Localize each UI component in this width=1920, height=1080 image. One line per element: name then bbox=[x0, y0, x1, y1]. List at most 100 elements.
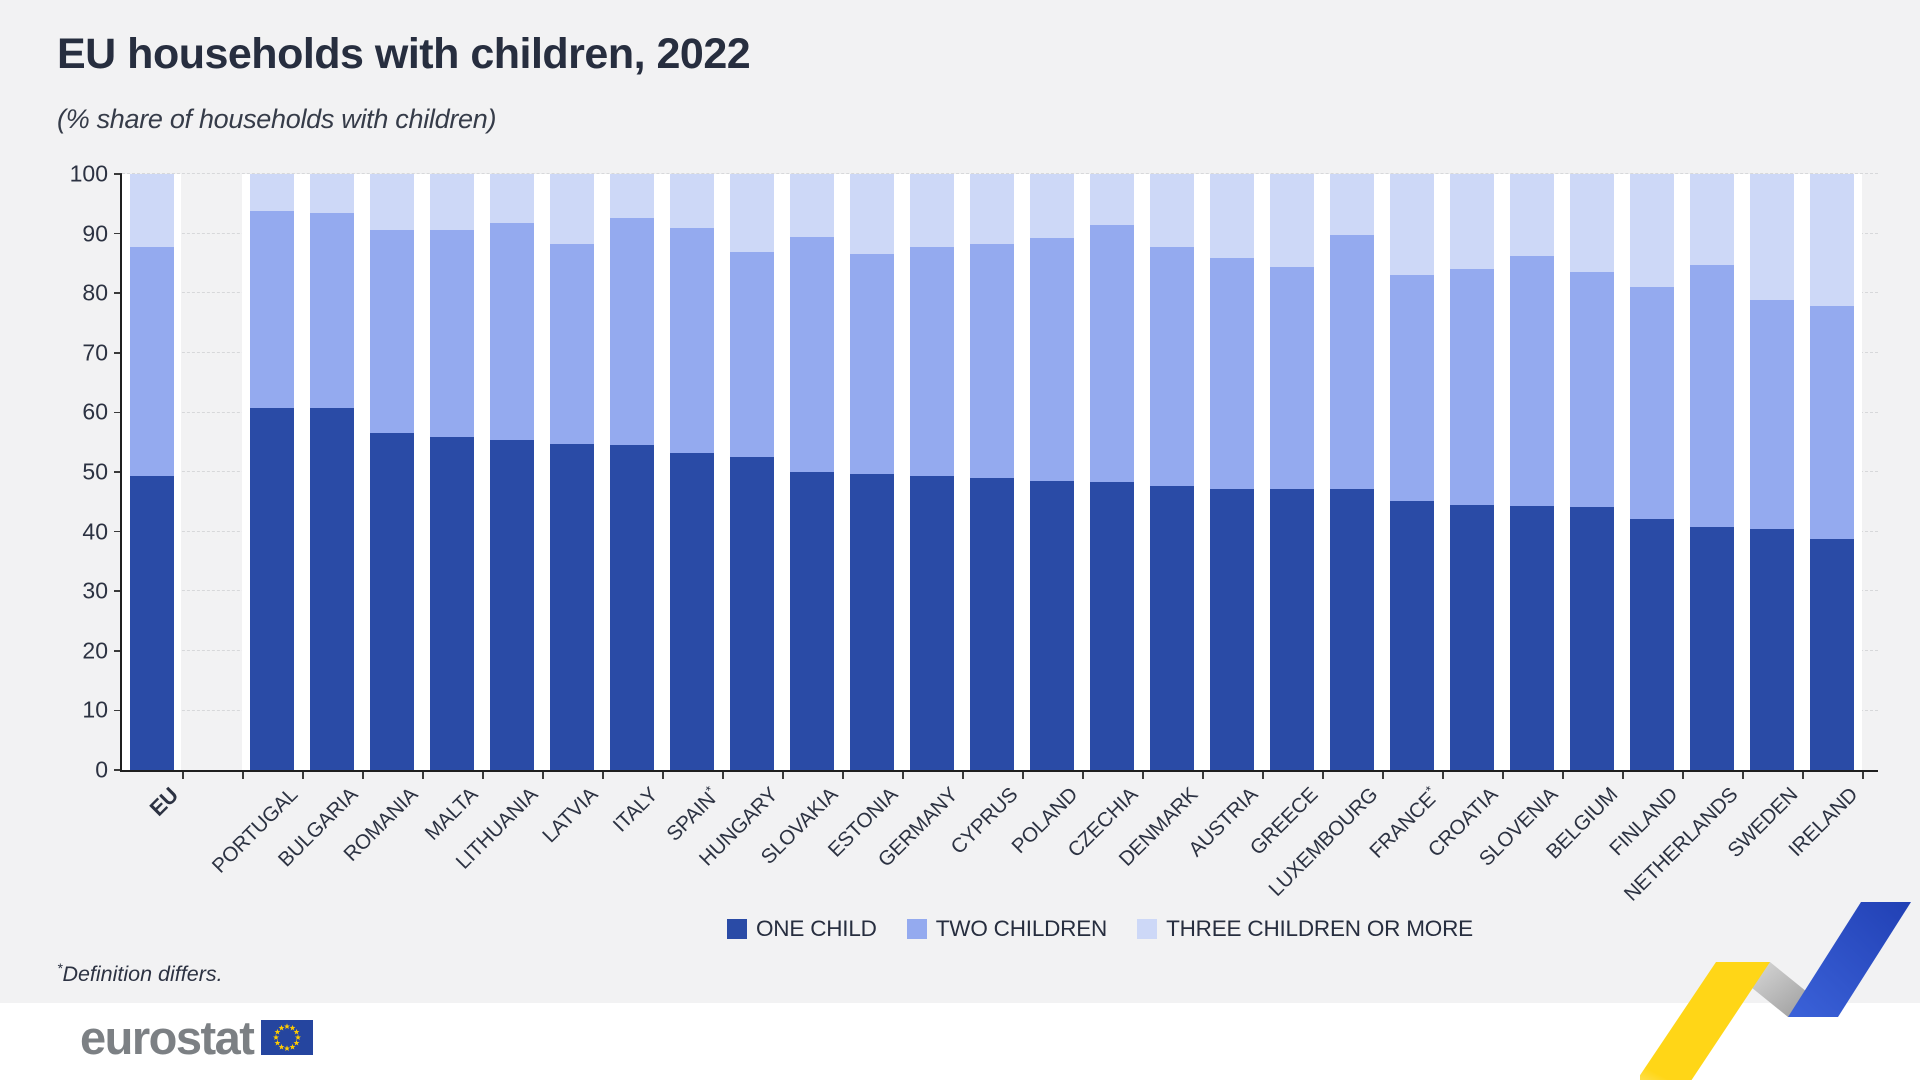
bar-segment-three-children-or-more bbox=[430, 174, 474, 231]
bar-segment-two-children bbox=[1330, 234, 1374, 490]
bar-segment-two-children bbox=[1150, 246, 1194, 486]
eu-flag-star bbox=[274, 1028, 281, 1035]
y-axis-line bbox=[120, 174, 122, 772]
stacked-bar-estonia bbox=[850, 174, 894, 770]
bar-segment-three-children-or-more bbox=[1750, 174, 1794, 300]
ribbon-blue-segment bbox=[1788, 902, 1911, 1017]
bar-segment-two-children bbox=[1570, 272, 1614, 507]
y-axis-tick-mark bbox=[114, 530, 122, 533]
eu-flag-star bbox=[273, 1034, 280, 1041]
bar-segment-two-children bbox=[910, 247, 954, 477]
bar-segment-one-child bbox=[670, 452, 714, 770]
bar-segment-one-child bbox=[730, 456, 774, 770]
bar-segment-two-children bbox=[1030, 238, 1074, 481]
stacked-bar-luxembourg bbox=[1330, 174, 1374, 770]
bar-segment-two-children bbox=[550, 243, 594, 444]
stacked-bar-cyprus bbox=[970, 174, 1014, 770]
legend-label: ONE CHILD bbox=[756, 916, 877, 941]
bar-segment-three-children-or-more bbox=[1030, 174, 1074, 239]
legend-swatch-icon bbox=[727, 919, 747, 939]
x-axis-tick-mark bbox=[422, 770, 424, 779]
eu-flag-star bbox=[289, 1043, 296, 1050]
definition-differs-asterisk: * bbox=[702, 783, 717, 798]
eu-flag-star bbox=[278, 1024, 285, 1031]
bar-segment-one-child bbox=[1210, 488, 1254, 770]
stacked-bar-spain bbox=[670, 174, 714, 770]
bar-segment-two-children bbox=[430, 230, 474, 437]
x-axis-tick-mark bbox=[1322, 770, 1324, 779]
stacked-bar-portugal bbox=[250, 174, 294, 770]
legend-item-one-child: ONE CHILD bbox=[727, 916, 877, 942]
eu-flag-star bbox=[284, 1023, 291, 1030]
bar-segment-two-children bbox=[1210, 258, 1254, 489]
bar-segment-two-children bbox=[1750, 299, 1794, 530]
y-axis-tick-label: 10 bbox=[82, 696, 108, 723]
eu-flag-star bbox=[294, 1028, 300, 1035]
bar-segment-one-child bbox=[250, 407, 294, 770]
bar-segment-two-children bbox=[970, 243, 1014, 478]
x-axis-tick-mark bbox=[782, 770, 784, 779]
bar-segment-one-child bbox=[1330, 489, 1374, 770]
bar-segment-three-children-or-more bbox=[1570, 174, 1614, 273]
y-axis-tick-label: 70 bbox=[82, 339, 108, 366]
bar-segment-one-child bbox=[910, 476, 954, 770]
bar-segment-one-child bbox=[310, 408, 354, 770]
footnote-asterisk: * bbox=[57, 960, 63, 976]
y-axis-tick-label: 90 bbox=[82, 220, 108, 247]
stacked-bar-austria bbox=[1210, 174, 1254, 770]
bar-segment-two-children bbox=[1690, 264, 1734, 527]
stacked-bar-denmark bbox=[1150, 174, 1194, 770]
stacked-bar-hungary bbox=[730, 174, 774, 770]
eu-flag-icon bbox=[261, 1020, 314, 1055]
bar-segment-three-children-or-more bbox=[250, 174, 294, 211]
x-axis-tick-mark bbox=[1262, 770, 1264, 779]
stacked-bar-greece bbox=[1270, 174, 1314, 770]
bar-segment-one-child bbox=[550, 444, 594, 770]
bar-segment-one-child bbox=[610, 445, 654, 770]
x-axis-tick-mark bbox=[302, 770, 304, 779]
footnote-text: Definition differs. bbox=[62, 962, 223, 987]
x-axis-tick-mark bbox=[1382, 770, 1384, 779]
stacked-bar-lithuania bbox=[490, 174, 534, 770]
y-axis-tick-mark bbox=[114, 352, 122, 354]
bar-segment-three-children-or-more bbox=[310, 174, 354, 213]
y-axis-tick-label: 100 bbox=[69, 160, 108, 187]
x-axis-tick-mark bbox=[1442, 770, 1444, 779]
bar-segment-three-children-or-more bbox=[1150, 174, 1194, 247]
bar-segment-two-children bbox=[490, 223, 534, 441]
bar-segment-three-children-or-more bbox=[1330, 174, 1374, 235]
bar-segment-three-children-or-more bbox=[370, 174, 414, 231]
y-axis-tick-label: 30 bbox=[82, 577, 108, 604]
bar-segment-two-children bbox=[250, 210, 294, 408]
footer-band bbox=[0, 1003, 1920, 1080]
eurostat-logo-text: eurostat bbox=[80, 1011, 255, 1064]
stacked-bar-germany bbox=[910, 174, 954, 770]
stacked-bar-belgium bbox=[1570, 174, 1614, 770]
chart-legend: ONE CHILD TWO CHILDREN THREE CHILDREN OR M… bbox=[727, 916, 1473, 942]
bar-segment-three-children-or-more bbox=[1510, 174, 1554, 257]
y-axis-tick-mark bbox=[114, 292, 122, 294]
stacked-bar-romania bbox=[370, 174, 414, 770]
y-axis-tick-label: 50 bbox=[82, 458, 108, 485]
bar-segment-one-child bbox=[1690, 526, 1734, 770]
x-axis-tick-mark bbox=[1862, 770, 1864, 779]
y-axis-tick-mark bbox=[114, 709, 122, 712]
definition-differs-asterisk: * bbox=[1422, 783, 1437, 798]
y-axis-tick-mark bbox=[114, 590, 122, 592]
y-axis-tick-label: 60 bbox=[82, 398, 108, 425]
stacked-bar-poland bbox=[1030, 174, 1074, 770]
bar-segment-two-children bbox=[1090, 225, 1134, 482]
bar-segment-two-children bbox=[850, 253, 894, 474]
bar-segment-two-children bbox=[730, 252, 774, 457]
legend-label: THREE CHILDREN OR MORE bbox=[1166, 916, 1473, 941]
bar-segment-three-children-or-more bbox=[1210, 174, 1254, 259]
eurostat-logo: eurostat bbox=[80, 1011, 314, 1064]
x-axis-tick-mark bbox=[1742, 770, 1744, 779]
x-axis-tick-mark bbox=[662, 770, 664, 779]
bar-segment-three-children-or-more bbox=[910, 174, 954, 248]
bar-segment-two-children bbox=[610, 218, 654, 446]
bar-segment-two-children bbox=[1630, 286, 1674, 519]
bar-segment-two-children bbox=[1510, 256, 1554, 506]
y-axis-tick-mark bbox=[114, 411, 122, 414]
